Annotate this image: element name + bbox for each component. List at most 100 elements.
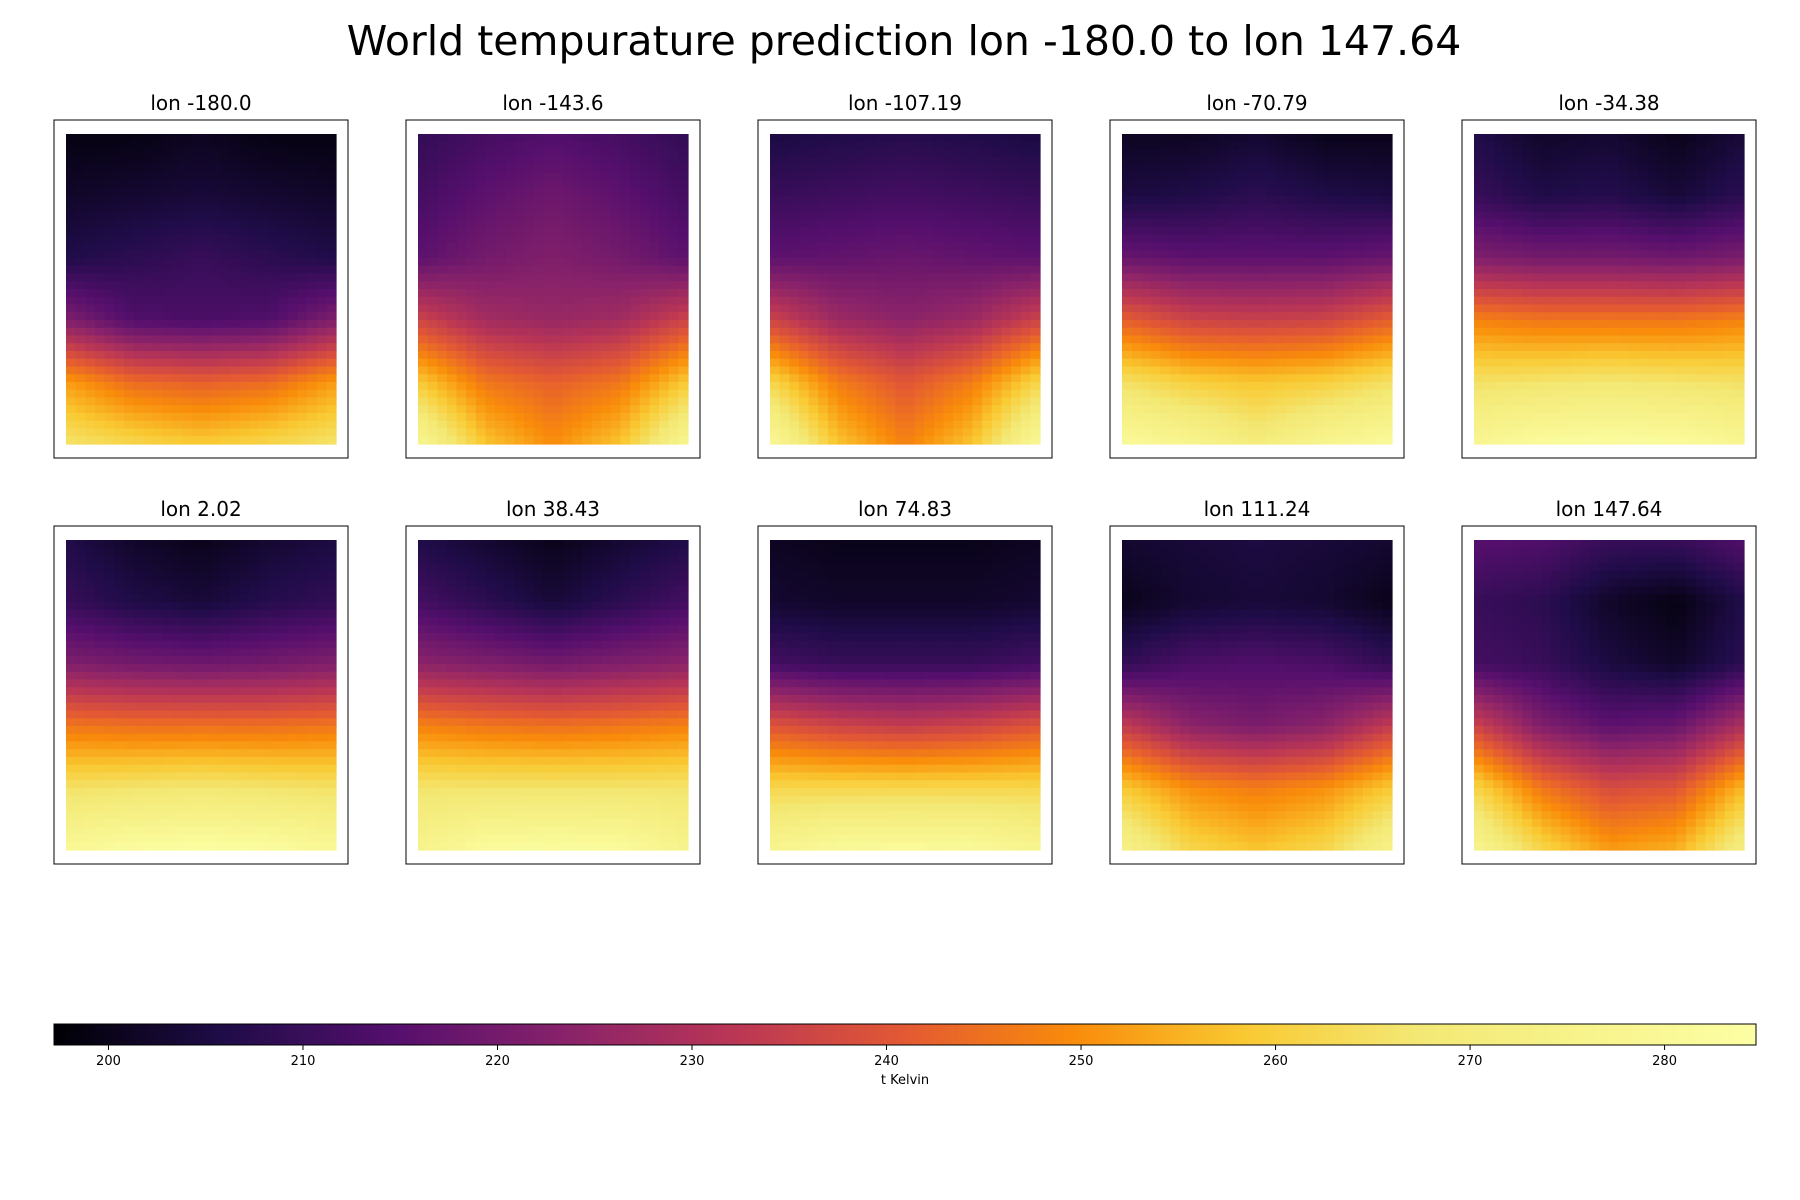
heatmap-cell bbox=[649, 281, 660, 290]
heatmap-cell bbox=[1618, 141, 1629, 151]
heatmap-cell bbox=[1560, 165, 1572, 174]
heatmap-cell bbox=[1179, 242, 1191, 251]
heatmap-cell bbox=[181, 304, 192, 313]
heatmap-cell bbox=[475, 296, 487, 306]
heatmap-cell bbox=[1228, 351, 1239, 360]
heatmap-cell bbox=[866, 413, 877, 422]
heatmap-cell bbox=[162, 382, 173, 391]
heatmap-cell bbox=[1531, 258, 1543, 267]
heatmap-cell bbox=[610, 141, 622, 151]
heatmap-cell bbox=[1705, 165, 1716, 174]
heatmap-cell bbox=[798, 327, 810, 337]
heatmap-cell bbox=[779, 203, 790, 213]
heatmap-cell bbox=[649, 289, 660, 298]
heatmap-cell bbox=[1695, 172, 1707, 182]
heatmap-cell bbox=[1474, 234, 1485, 244]
heatmap-cell bbox=[1295, 320, 1306, 329]
heatmap-cell bbox=[1179, 366, 1191, 375]
heatmap-cell bbox=[418, 382, 429, 391]
heatmap-cell bbox=[1001, 358, 1012, 368]
heatmap-cell bbox=[1208, 281, 1220, 290]
heatmap-cell bbox=[827, 320, 839, 329]
heatmap-cell bbox=[1189, 172, 1200, 182]
heatmap-cell bbox=[258, 265, 270, 275]
heatmap-cell bbox=[1343, 312, 1355, 321]
heatmap-cell bbox=[659, 165, 670, 174]
heatmap-cell bbox=[856, 289, 868, 298]
heatmap-cell bbox=[1001, 374, 1012, 383]
heatmap-cell bbox=[1189, 335, 1200, 344]
heatmap-cell bbox=[1141, 134, 1152, 143]
heatmap-cell bbox=[668, 304, 679, 313]
heatmap-cell bbox=[1208, 304, 1220, 313]
heatmap-cell bbox=[639, 180, 651, 189]
heatmap-cell bbox=[1237, 219, 1248, 228]
heatmap-cell bbox=[114, 327, 125, 337]
heatmap-cell bbox=[210, 227, 221, 236]
heatmap-cell bbox=[1011, 134, 1022, 143]
heatmap-cell bbox=[962, 196, 974, 205]
heatmap-cell bbox=[1715, 134, 1726, 143]
heatmap-cell bbox=[818, 157, 829, 166]
heatmap-cell bbox=[1493, 203, 1504, 213]
heatmap-cell bbox=[770, 258, 781, 267]
heatmap-cell bbox=[446, 273, 458, 282]
heatmap-cell bbox=[543, 165, 554, 174]
heatmap-cell bbox=[1363, 420, 1374, 430]
heatmap-cell bbox=[1502, 227, 1514, 236]
heatmap-cell bbox=[495, 149, 506, 158]
heatmap-cell bbox=[1512, 234, 1523, 244]
heatmap-cell bbox=[895, 172, 906, 182]
heatmap-cell bbox=[485, 320, 496, 329]
heatmap-cell bbox=[201, 273, 212, 282]
heatmap-cell bbox=[1228, 335, 1239, 344]
heatmap-cell bbox=[220, 234, 231, 244]
heatmap-cell bbox=[1160, 358, 1171, 368]
heatmap-cell bbox=[1686, 203, 1697, 213]
heatmap-cell bbox=[1011, 320, 1022, 329]
heatmap-cell bbox=[827, 327, 839, 337]
heatmap-cell bbox=[201, 188, 212, 197]
heatmap-cell bbox=[504, 188, 516, 197]
heatmap-cell bbox=[1257, 327, 1268, 337]
heatmap-cell bbox=[133, 420, 144, 430]
heatmap-cell bbox=[553, 219, 564, 228]
heatmap-cell bbox=[953, 180, 964, 189]
heatmap-cell bbox=[1363, 165, 1374, 174]
heatmap-cell bbox=[1131, 397, 1142, 406]
heatmap-cell bbox=[1353, 397, 1364, 406]
heatmap-cell bbox=[639, 165, 651, 174]
heatmap-cell bbox=[437, 366, 448, 375]
heatmap-cell bbox=[456, 351, 467, 360]
heatmap-cell bbox=[591, 281, 602, 290]
heatmap-cell bbox=[418, 281, 429, 290]
heatmap-cell bbox=[181, 366, 192, 375]
heatmap-cell bbox=[258, 327, 270, 337]
heatmap-cell bbox=[895, 188, 906, 197]
heatmap-cell bbox=[1199, 397, 1210, 406]
heatmap-cell bbox=[133, 358, 144, 368]
heatmap-cell bbox=[85, 304, 96, 313]
heatmap-cell bbox=[1314, 141, 1326, 151]
heatmap-cell bbox=[1609, 141, 1620, 151]
heatmap-cell bbox=[1305, 397, 1316, 406]
heatmap-cell bbox=[1218, 343, 1229, 352]
heatmap-cell bbox=[770, 281, 781, 290]
heatmap-cell bbox=[1382, 242, 1393, 251]
heatmap-cell bbox=[1266, 351, 1277, 360]
heatmap-cell bbox=[1305, 157, 1316, 166]
heatmap-cell bbox=[466, 358, 477, 368]
heatmap-cell bbox=[446, 335, 458, 344]
heatmap-cell bbox=[1686, 258, 1697, 267]
heatmap-cell bbox=[466, 258, 477, 267]
heatmap-cell bbox=[1372, 134, 1383, 143]
heatmap-cell bbox=[1218, 219, 1229, 228]
heatmap-cell bbox=[104, 141, 115, 151]
heatmap-cell bbox=[562, 273, 573, 282]
heatmap-cell bbox=[1334, 389, 1345, 399]
heatmap-cell bbox=[779, 219, 790, 228]
heatmap-cell bbox=[914, 211, 925, 220]
heatmap-cell bbox=[114, 320, 125, 329]
heatmap-cell bbox=[1353, 358, 1364, 368]
heatmap-cell bbox=[418, 312, 429, 321]
